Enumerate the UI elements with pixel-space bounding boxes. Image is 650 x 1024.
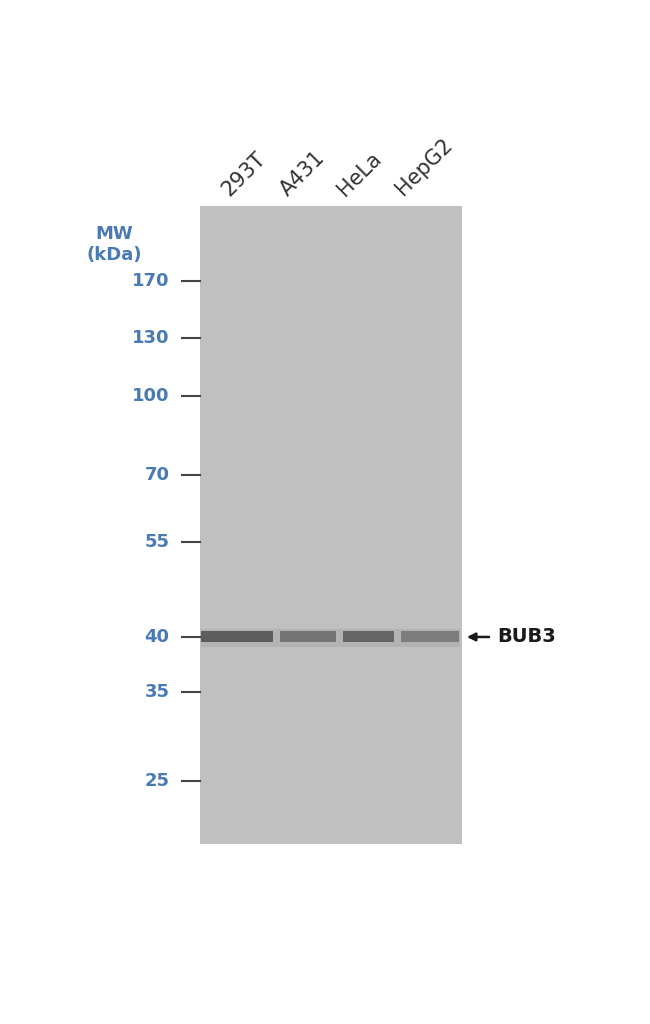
Text: 70: 70 xyxy=(144,466,170,484)
Text: 40: 40 xyxy=(144,628,170,646)
Bar xyxy=(201,632,273,642)
Text: 55: 55 xyxy=(144,534,170,551)
Bar xyxy=(401,632,459,642)
Text: 35: 35 xyxy=(144,683,170,701)
Text: 130: 130 xyxy=(132,329,170,347)
Text: 100: 100 xyxy=(132,387,170,406)
Text: A431: A431 xyxy=(276,147,328,200)
Text: HeLa: HeLa xyxy=(334,147,385,200)
Text: HepG2: HepG2 xyxy=(392,135,456,200)
Text: 170: 170 xyxy=(132,271,170,290)
Text: MW
(kDa): MW (kDa) xyxy=(86,225,142,264)
Text: 25: 25 xyxy=(144,772,170,791)
Bar xyxy=(343,632,393,642)
Bar xyxy=(201,629,460,646)
Bar xyxy=(280,632,335,642)
Text: BUB3: BUB3 xyxy=(497,628,556,646)
Bar xyxy=(200,206,462,845)
Text: 293T: 293T xyxy=(218,147,270,200)
